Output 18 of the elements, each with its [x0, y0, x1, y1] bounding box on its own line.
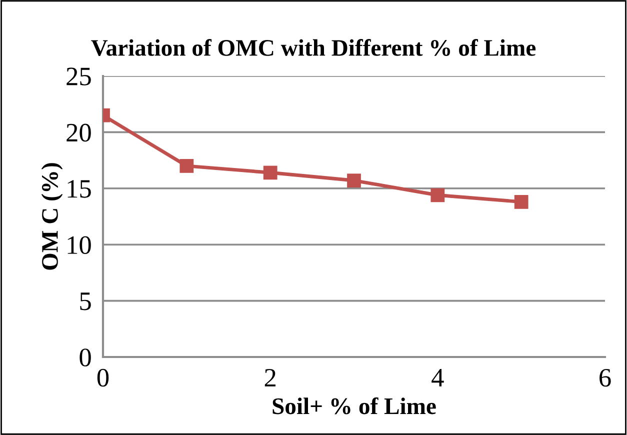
x-tick-label: 0 — [97, 368, 109, 387]
y-tick-label: 20 — [66, 124, 91, 142]
point — [263, 166, 278, 180]
x-tick-label: 4 — [432, 369, 444, 386]
y-tick-label: 25 — [66, 68, 91, 86]
y-tick-label: 0 — [80, 348, 91, 366]
y-axis-title: OM C (%) — [41, 163, 63, 270]
point — [430, 188, 445, 202]
x-tick-label: 2 — [264, 368, 276, 386]
point — [347, 174, 361, 188]
y-tick-label: 15 — [68, 180, 91, 198]
point — [514, 194, 528, 209]
x-tick-label: 6 — [600, 368, 611, 387]
y-tick-label: 5 — [80, 292, 91, 310]
y-tick-label: 10 — [68, 236, 91, 254]
chart-title: Variation of OMC with Different % of Lime — [91, 39, 536, 56]
x-axis-title: Soil+ % of Lime — [272, 397, 436, 414]
point — [180, 158, 194, 173]
